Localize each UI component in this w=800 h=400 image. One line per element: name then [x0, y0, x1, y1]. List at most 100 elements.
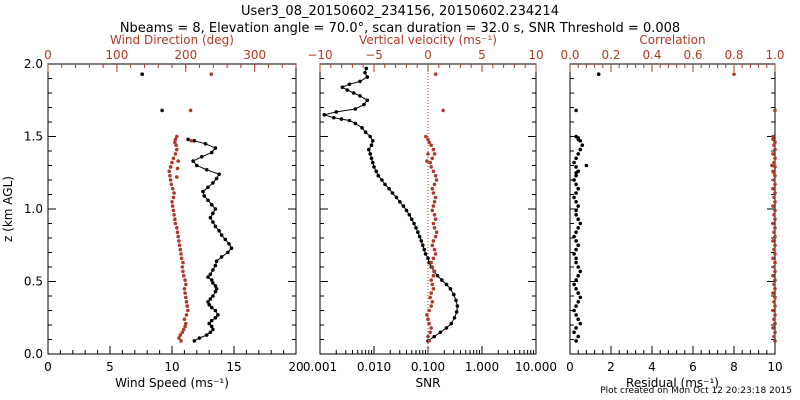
x-tick-label-top: 1.0 — [765, 48, 784, 62]
data-point-red — [176, 159, 180, 163]
data-point-black — [449, 321, 454, 326]
data-point-black — [572, 160, 576, 165]
data-point-black — [423, 252, 428, 256]
data-point-red — [773, 165, 777, 169]
data-point-black — [574, 326, 578, 330]
x-tick-label-top: −5 — [365, 48, 383, 62]
data-point-red — [185, 304, 189, 308]
data-point-black — [371, 139, 375, 143]
data-point-black — [353, 121, 358, 126]
data-point-red — [429, 326, 434, 330]
series-line-black — [322, 68, 458, 342]
data-point-black — [574, 182, 578, 187]
data-point-red — [441, 108, 445, 113]
data-point-black — [416, 230, 420, 234]
data-point-red — [427, 339, 431, 343]
data-point-black — [452, 292, 456, 297]
x-axis-label-top: Wind Direction (deg) — [110, 33, 234, 47]
data-point-red — [428, 330, 433, 335]
data-point-black — [211, 281, 215, 285]
data-point-red — [172, 191, 176, 195]
x-tick-label-top: −10 — [307, 48, 332, 62]
data-point-black — [574, 239, 578, 243]
data-point-black — [217, 229, 221, 233]
data-point-red — [425, 159, 429, 163]
x-tick-label-bottom: 0 — [566, 360, 574, 374]
x-tick-label-bottom: 5 — [106, 360, 114, 374]
data-point-black — [209, 318, 214, 323]
x-axis-label-bottom: Wind Speed (ms⁻¹) — [115, 376, 229, 390]
data-point-red — [773, 234, 777, 239]
data-point-black — [208, 297, 213, 301]
data-point-black — [200, 155, 204, 159]
data-point-black — [574, 108, 578, 113]
data-point-red — [429, 304, 434, 308]
data-point-red — [772, 265, 776, 269]
data-point-red — [172, 213, 176, 217]
data-point-red — [772, 195, 776, 200]
y-tick-label: 2.0 — [24, 57, 43, 71]
data-point-red — [167, 169, 171, 174]
data-point-red — [186, 308, 190, 313]
data-point-black — [576, 204, 580, 208]
data-point-black — [206, 275, 210, 279]
data-point-red — [432, 213, 437, 217]
data-point-red — [184, 300, 189, 304]
x-tick-label-top: 100 — [105, 48, 128, 62]
data-point-black — [204, 333, 209, 337]
x-tick-label-top: 10 — [528, 48, 543, 62]
data-point-black — [412, 221, 416, 226]
data-point-black — [574, 173, 578, 178]
data-point-black — [208, 215, 213, 220]
figure-title-line-1: User3_08_20150602_234156, 20150602.23421… — [241, 4, 559, 19]
data-point-red — [773, 147, 777, 152]
data-point-black — [358, 79, 362, 84]
data-point-black — [219, 255, 224, 259]
data-point-red — [772, 247, 776, 252]
data-point-red — [432, 226, 437, 230]
y-tick-label: 0.0 — [24, 347, 43, 361]
data-point-black — [208, 272, 213, 277]
x-tick-label-top: 0.2 — [601, 48, 620, 62]
data-point-red — [175, 230, 180, 234]
data-point-black — [574, 287, 578, 291]
data-point-black — [213, 316, 218, 320]
x-tick-label-bottom: 0.001 — [303, 360, 337, 374]
data-point-black — [576, 334, 580, 339]
data-point-red — [175, 147, 179, 152]
data-point-black — [219, 233, 224, 237]
data-point-red — [173, 221, 178, 226]
data-point-red — [171, 195, 176, 200]
data-point-red — [427, 308, 431, 313]
data-point-red — [773, 140, 777, 145]
data-point-red — [428, 160, 433, 165]
data-point-black — [358, 94, 362, 98]
data-point-red — [433, 195, 438, 200]
data-point-black — [444, 326, 449, 330]
data-point-red — [430, 186, 435, 191]
data-point-red — [433, 217, 438, 221]
data-point-red — [180, 330, 185, 335]
data-point-red — [771, 291, 775, 295]
data-point-red — [175, 226, 179, 230]
data-point-black — [576, 152, 580, 156]
data-point-red — [430, 208, 435, 213]
data-point-black — [438, 330, 443, 335]
data-point-red — [433, 72, 438, 76]
data-point-red — [188, 108, 193, 113]
data-point-red — [181, 327, 186, 332]
data-point-black — [572, 234, 576, 239]
data-point-black — [213, 207, 218, 211]
data-point-red — [431, 287, 436, 291]
data-point-black — [211, 220, 215, 224]
data-point-red — [429, 291, 434, 295]
data-point-black — [576, 300, 580, 304]
data-point-black — [213, 224, 218, 229]
data-point-black — [383, 182, 387, 187]
data-point-black — [214, 259, 219, 264]
data-point-black — [574, 247, 578, 252]
data-point-black — [195, 163, 199, 168]
x-axis-label-top: Correlation — [639, 33, 705, 47]
data-point-red — [772, 230, 776, 234]
data-point-red — [432, 269, 437, 274]
